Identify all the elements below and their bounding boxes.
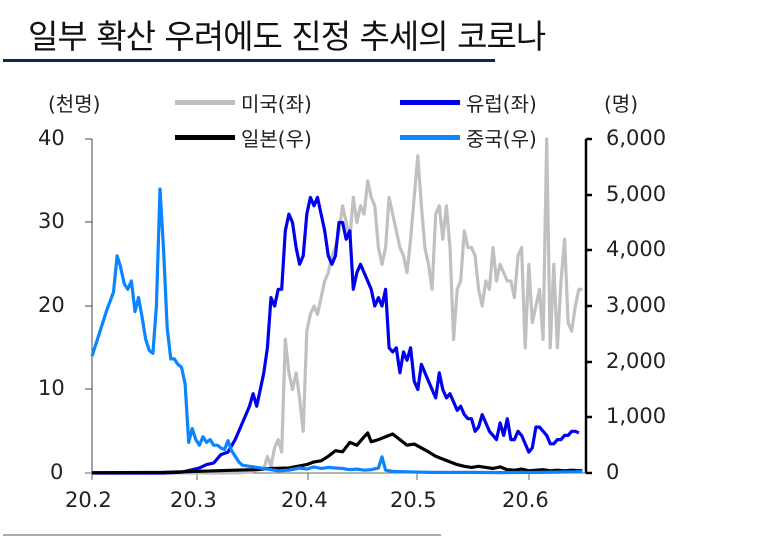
- right-axis: [584, 137, 592, 475]
- series-line: [92, 137, 583, 475]
- legend-china: 중국(우): [400, 123, 537, 152]
- right-tick-label: 2,000: [606, 349, 667, 373]
- series-line: [92, 195, 580, 475]
- legend-label: 중국(우): [466, 127, 537, 151]
- legend-europe: 유럽(좌): [400, 88, 537, 117]
- legend-japan: 일본(우): [175, 123, 312, 152]
- left-tick-label: 10: [38, 376, 65, 400]
- legend-label: 일본(우): [241, 127, 312, 151]
- left-tick-label: 40: [38, 126, 65, 150]
- right-axis-unit: (명): [604, 92, 639, 116]
- left-tick-label: 0: [50, 460, 64, 484]
- legend-label: 유럽(좌): [466, 92, 537, 116]
- left-tick-label: 30: [38, 209, 65, 233]
- right-tick-label: 0: [606, 460, 620, 484]
- x-tick-label: 20.2: [65, 488, 112, 512]
- title-divider: [3, 59, 495, 62]
- legend-line-icon: [400, 100, 460, 105]
- legend-line-icon: [400, 135, 460, 140]
- right-tick-label: 1,000: [606, 404, 667, 428]
- legend-us: 미국(좌): [175, 88, 312, 117]
- left-axis-unit: (천명): [48, 92, 101, 116]
- series-line: [91, 431, 583, 475]
- legend-label: 미국(좌): [241, 92, 312, 116]
- bottom-divider: [3, 534, 441, 536]
- legend-line-icon: [175, 135, 235, 140]
- x-tick-label: 20.3: [170, 488, 217, 512]
- x-tick-label: 20.4: [281, 488, 328, 512]
- series-line: [90, 187, 583, 475]
- right-tick-label: 5,000: [606, 182, 667, 206]
- page-title: 일부 확산 우려에도 진정 추세의 코로나: [28, 17, 546, 56]
- left-axis: [85, 138, 93, 474]
- right-tick-label: 6,000: [606, 126, 667, 150]
- right-tick-label: 3,000: [606, 293, 667, 317]
- series-lines: [90, 137, 583, 475]
- x-tick-label: 20.5: [390, 488, 437, 512]
- right-tick-label: 4,000: [606, 237, 667, 261]
- left-tick-label: 20: [38, 293, 65, 317]
- x-tick-label: 20.6: [502, 488, 549, 512]
- legend-line-icon: [175, 100, 235, 105]
